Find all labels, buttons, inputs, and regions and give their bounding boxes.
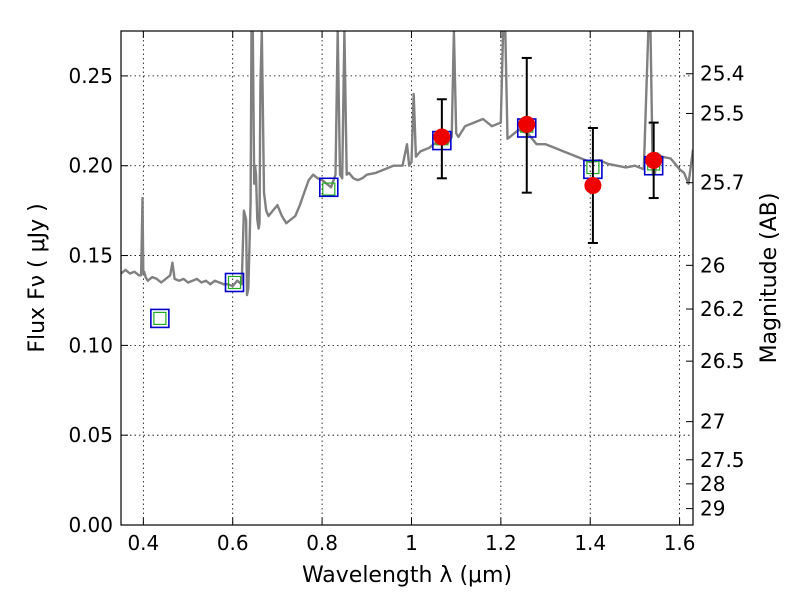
plot-frame — [120, 30, 694, 526]
blue-model-point — [318, 177, 339, 198]
y2-tick-label: 25.4 — [700, 62, 745, 86]
y2-axis-label: Magnitude (AB) — [757, 193, 782, 364]
y-tick-label: 0.10 — [68, 333, 113, 357]
green-model-point — [153, 311, 167, 326]
x-tick-label: 0.6 — [217, 531, 249, 555]
y2-tick-label: 26 — [700, 253, 725, 277]
blue-model-point — [224, 272, 245, 293]
observed-point — [584, 176, 602, 194]
green-model-point — [227, 275, 242, 290]
y2-tick-label: 26.5 — [700, 349, 745, 373]
y-tick-label: 0.20 — [68, 154, 113, 178]
y2-tick-label: 25.5 — [700, 101, 745, 125]
axis-ticks: 0.4 0.6 0.8 1 1.2 1.4 1.6 0.00 0.05 0.10 0.15 0.20 0… — [68, 31, 745, 555]
x-tick-label: 1 — [405, 531, 418, 555]
y-tick-label: 0.05 — [68, 423, 113, 447]
blue-model-point — [150, 308, 170, 329]
y2-tick-label: 27.5 — [700, 448, 745, 472]
x-axis-label: Wavelength λ (μm) — [302, 563, 512, 588]
x-tick-label: 1.4 — [574, 531, 606, 555]
x-tick-label: 0.4 — [127, 531, 159, 555]
x-tick-label: 0.8 — [306, 531, 338, 555]
y2-tick-label: 25.7 — [700, 171, 745, 195]
y-tick-label: 0.25 — [68, 64, 113, 88]
y-tick-label: 0.00 — [68, 513, 113, 537]
model-spectrum-line — [121, 31, 693, 297]
y2-tick-label: 26.2 — [700, 297, 745, 321]
y2-tick-label: 27 — [700, 410, 725, 434]
x-tick-label: 1.2 — [485, 531, 517, 555]
y2-tick-label: 28 — [700, 472, 725, 496]
data-area — [121, 31, 693, 329]
y-axis-label: Flux Fν ( μJy ) — [25, 203, 50, 352]
y-tick-label: 0.15 — [68, 244, 113, 268]
x-tick-label: 1.6 — [664, 531, 696, 555]
green-model-point — [322, 182, 336, 196]
observed-point — [518, 115, 536, 133]
y2-tick-label: 29 — [700, 497, 725, 521]
observed-point — [645, 151, 663, 169]
observed-point — [433, 128, 451, 146]
